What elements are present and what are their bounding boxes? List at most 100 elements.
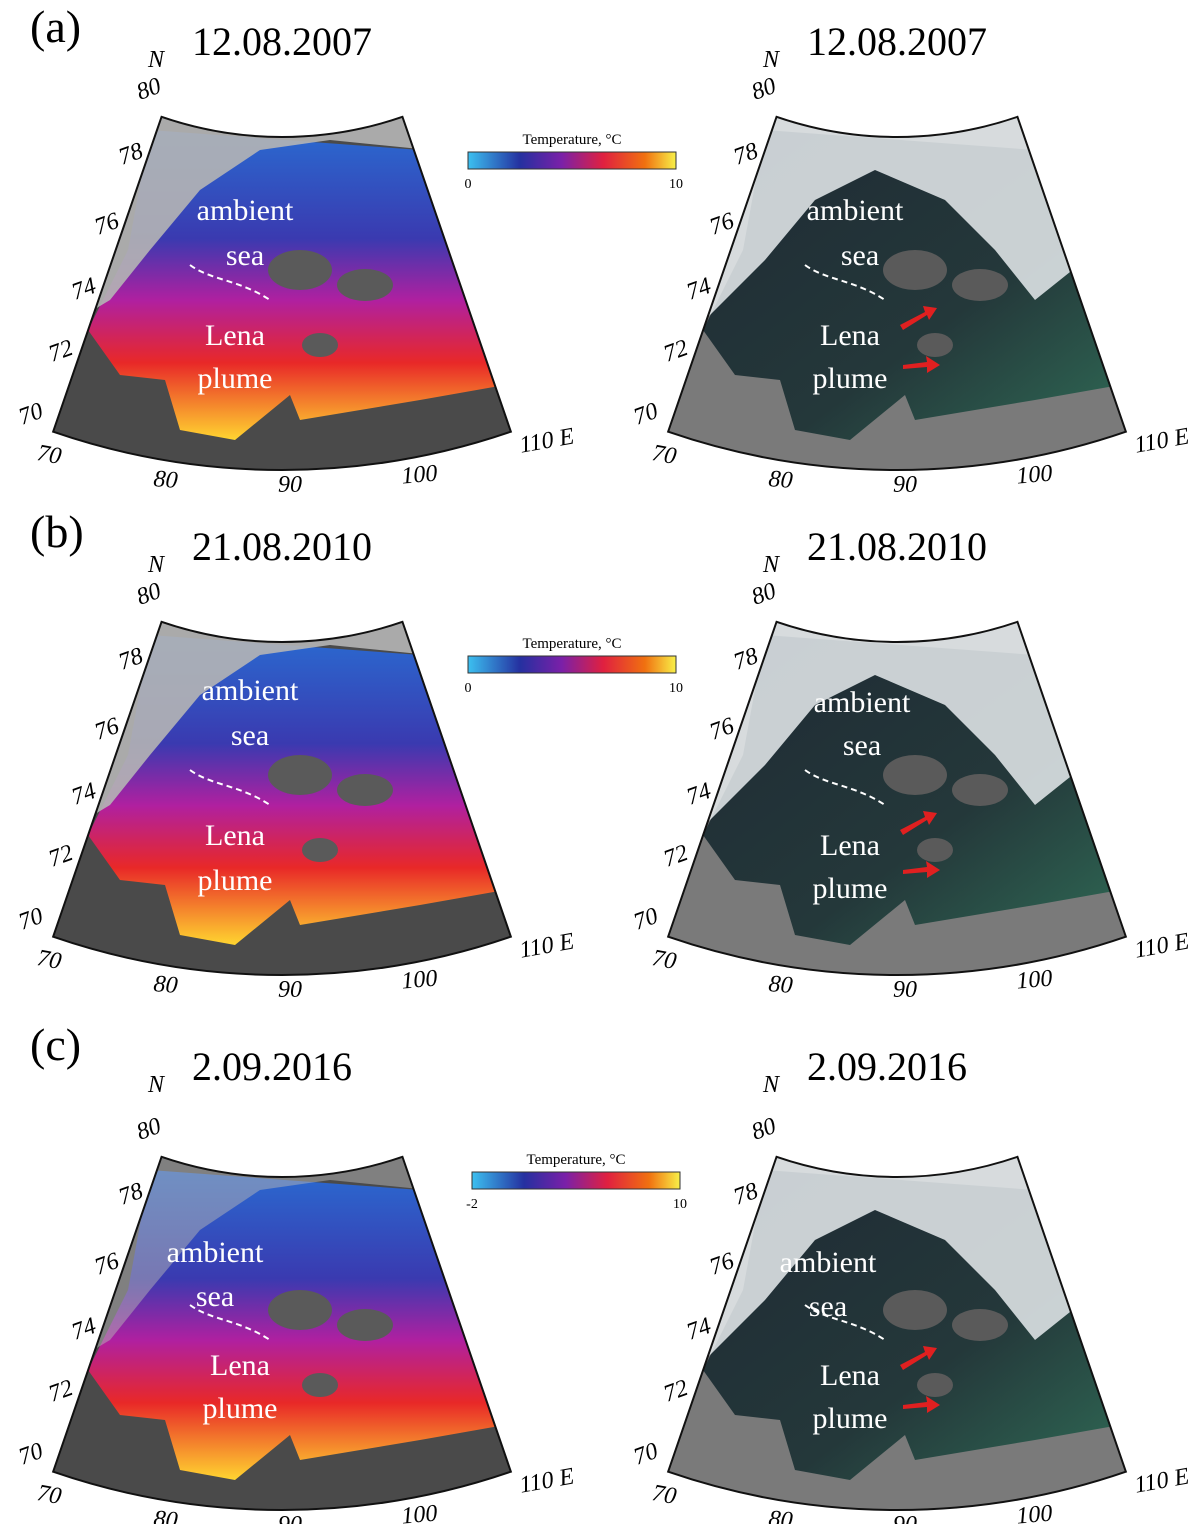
colorbar-title: Temperature, °C (522, 636, 621, 652)
longitude-label: 90 (278, 1512, 302, 1524)
longitude-label: 100 (400, 966, 438, 995)
north-label: N (762, 47, 781, 73)
island (917, 333, 953, 357)
island (268, 250, 332, 290)
map: 807876747270708090100110 E (615, 565, 1191, 1005)
latitude-label: 70 (630, 1438, 661, 1471)
map-annotation: ambient (807, 194, 904, 227)
date-title: 2.09.2016 (192, 1044, 352, 1089)
figure: (a) Temperature, °C 0 10 N 12.08.2007 80 78 76 74… (0, 0, 1197, 1524)
map-annotation: ambient (814, 686, 911, 719)
island (917, 838, 953, 862)
date-title: 12.08.2007 (192, 19, 372, 64)
latitude-label: 74 (68, 273, 99, 306)
date-title: 21.08.2010 (192, 524, 372, 569)
island (952, 774, 1008, 806)
latitude-label: 74 (68, 778, 99, 811)
north-label: N (762, 552, 781, 578)
longitude-label: 100 (1015, 1501, 1053, 1524)
map-annotation: plume (813, 1402, 888, 1435)
longitude-label: 110 E (517, 1463, 576, 1498)
latitude-label: 80 (748, 578, 779, 611)
latitude-label: 78 (730, 643, 761, 676)
map-annotation: ambient (167, 1236, 264, 1269)
island (952, 1309, 1008, 1341)
longitude-label: 70 (35, 440, 63, 470)
map: 80 78 76 74 72 70 70 80 90 100 110 E (0, 1100, 576, 1524)
map-annotation: ambient (197, 194, 294, 227)
island (337, 269, 393, 301)
island (952, 269, 1008, 301)
map-annotation: Lena (820, 1359, 880, 1392)
latitude-label: 78 (730, 138, 761, 171)
latitude-label: 74 (683, 273, 714, 306)
latitude-label: 78 (115, 1178, 146, 1211)
north-label: N (147, 1072, 166, 1098)
longitude-label: 70 (650, 945, 678, 975)
latitude-label: 74 (683, 1313, 714, 1346)
latitude-label: 70 (15, 1438, 46, 1471)
latitude-label: 76 (91, 1248, 122, 1281)
map-annotation: sea (843, 729, 881, 762)
date-title: 21.08.2010 (807, 524, 987, 569)
latitude-label: 76 (706, 713, 737, 746)
island (268, 755, 332, 795)
longitude-label: 90 (278, 472, 302, 498)
map-annotation: plume (203, 1392, 278, 1425)
longitude-label: 70 (650, 440, 678, 470)
longitude-label: 80 (768, 1506, 794, 1524)
map-annotation: sea (809, 1290, 847, 1323)
latitude-label: 76 (91, 208, 122, 241)
longitude-label: 70 (35, 1480, 63, 1510)
map-content (615, 1100, 1175, 1524)
island (337, 774, 393, 806)
longitude-label: 110 E (1132, 928, 1191, 963)
map-annotation: Lena (820, 829, 880, 862)
latitude-label: 72 (660, 840, 691, 873)
island (302, 333, 338, 357)
map-annotation: plume (813, 872, 888, 905)
latitude-label: 72 (45, 1375, 76, 1408)
latitude-label: 80 (133, 1113, 164, 1146)
latitude-label: 78 (730, 1178, 761, 1211)
island (883, 250, 947, 290)
colorbar-title: Temperature, °C (526, 1152, 625, 1168)
latitude-label: 72 (45, 335, 76, 368)
longitude-label: 110 E (1132, 423, 1191, 458)
longitude-label: 100 (400, 1501, 438, 1524)
colorbar-tick: 0 (465, 681, 472, 696)
map-annotation: ambient (780, 1246, 877, 1279)
colorbar-tick: 10 (669, 681, 683, 696)
panel-label: (a) (30, 1, 81, 52)
colorbar-tick: 0 (465, 177, 472, 192)
island (302, 1373, 338, 1397)
latitude-label: 72 (660, 1375, 691, 1408)
latitude-label: 76 (91, 713, 122, 746)
longitude-label: 80 (768, 466, 794, 494)
colorbar-title: Temperature, °C (522, 132, 621, 148)
north-label: N (147, 552, 166, 578)
colorbar (468, 152, 676, 169)
longitude-label: 70 (650, 1480, 678, 1510)
colorbar-tick: 10 (669, 177, 683, 192)
map-annotation: plume (813, 362, 888, 395)
longitude-label: 110 E (1132, 1463, 1191, 1498)
latitude-label: 76 (706, 1248, 737, 1281)
colorbar-tick: 10 (673, 1197, 687, 1212)
longitude-label: 90 (893, 977, 917, 1003)
latitude-label: 80 (748, 73, 779, 106)
map-annotation: plume (198, 362, 273, 395)
latitude-label: 80 (133, 73, 164, 106)
latitude-label: 72 (45, 840, 76, 873)
latitude-label: 74 (68, 1313, 99, 1346)
north-label: N (762, 1072, 781, 1098)
longitude-label: 80 (153, 466, 179, 494)
latitude-label: 70 (15, 903, 46, 936)
island (268, 1290, 332, 1330)
map-annotation: sea (841, 239, 879, 272)
longitude-label: 80 (153, 1506, 179, 1524)
map-content (0, 1100, 560, 1524)
